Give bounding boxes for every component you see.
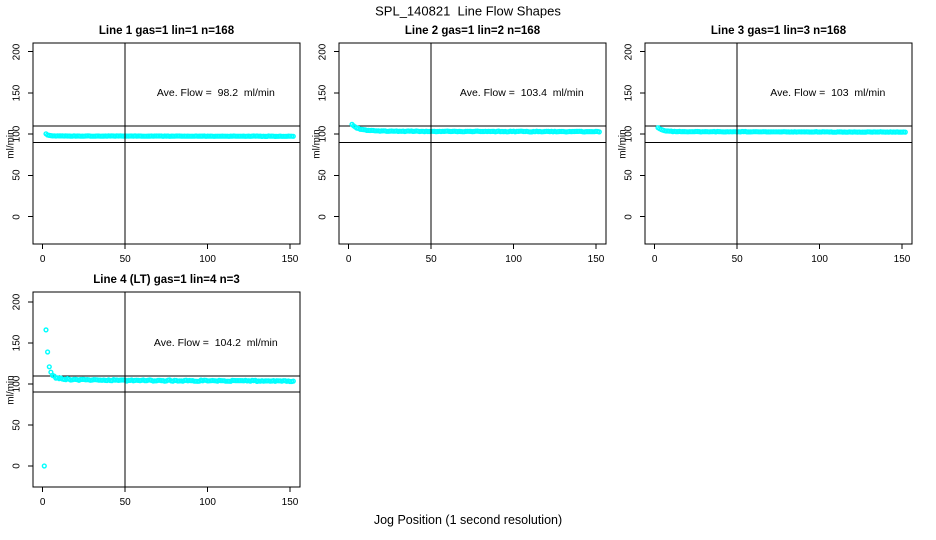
x-axis-label: Jog Position (1 second resolution) (373, 513, 563, 527)
y-tick-label: 0 (317, 213, 329, 220)
data-point (596, 129, 602, 135)
y-tick-label: 150 (11, 84, 23, 102)
panel-title: Line 2 gas=1 lin=2 n=168 (404, 25, 541, 37)
x-tick-label: 0 (651, 254, 658, 265)
y-tick-label: 0 (11, 213, 23, 220)
y-tick-label: 50 (11, 169, 23, 181)
data-points (349, 121, 602, 135)
panel-title: Line 4 (LT) gas=1 lin=4 n=3 (93, 274, 240, 286)
y-tick-label: 200 (11, 43, 23, 61)
x-tick-label: 50 (119, 254, 131, 265)
x-tick-label: 150 (281, 497, 299, 508)
x-tick-label: 50 (425, 254, 437, 265)
ave-flow-annotation: Ave. Flow = 103 ml/min (770, 86, 886, 99)
y-tick-label: 200 (623, 43, 635, 61)
x-tick-label: 100 (811, 254, 828, 265)
y-tick-label: 200 (317, 43, 329, 61)
y-tick-label: 0 (623, 213, 635, 220)
x-tick-label: 0 (39, 254, 46, 265)
y-tick-label: 50 (623, 169, 635, 181)
x-tick-label: 150 (281, 254, 299, 265)
data-point (46, 364, 52, 370)
x-tick-label: 0 (345, 254, 352, 265)
plot-box (32, 291, 301, 488)
data-point (45, 349, 51, 355)
plot-area (334, 42, 607, 249)
data-point (41, 463, 47, 469)
y-tick-label: 0 (11, 463, 23, 469)
plot-area (640, 42, 913, 249)
x-tick-label: 100 (199, 254, 216, 265)
y-axis-label: ml/min (5, 374, 17, 405)
y-tick-label: 150 (317, 84, 329, 102)
data-point (43, 327, 49, 333)
panel-title: Line 3 gas=1 lin=3 n=168 (710, 25, 847, 37)
x-tick-label: 50 (119, 497, 131, 508)
data-point (902, 129, 908, 135)
data-point (290, 378, 296, 384)
y-tick-label: 150 (11, 334, 23, 352)
y-tick-label: 50 (11, 419, 23, 431)
plot-area (28, 291, 301, 492)
plot-box (338, 42, 607, 245)
y-tick-label: 200 (11, 293, 23, 311)
y-axis-label: ml/min (5, 128, 17, 159)
plot-box (32, 42, 301, 245)
x-tick-label: 100 (199, 497, 216, 508)
ave-flow-annotation: Ave. Flow = 103.4 ml/min (459, 86, 584, 99)
x-tick-label: 150 (587, 254, 605, 265)
y-axis-label: ml/min (311, 128, 323, 159)
x-tick-label: 150 (893, 254, 911, 265)
main-title: SPL_140821 Line Flow Shapes (375, 3, 561, 19)
x-tick-label: 50 (731, 254, 743, 265)
ave-flow-annotation: Ave. Flow = 98.2 ml/min (156, 86, 275, 99)
panel-title: Line 1 gas=1 lin=1 n=168 (98, 25, 235, 37)
data-points (41, 327, 296, 469)
data-point (290, 133, 296, 139)
data-points (43, 131, 296, 139)
data-points (655, 125, 908, 135)
plot-box (644, 42, 913, 245)
x-tick-label: 100 (505, 254, 522, 265)
plot-area (28, 42, 301, 249)
y-axis-label: ml/min (617, 128, 629, 159)
y-tick-label: 50 (317, 169, 329, 181)
y-tick-label: 150 (623, 84, 635, 102)
x-tick-label: 0 (39, 497, 46, 508)
ave-flow-annotation: Ave. Flow = 104.2 ml/min (153, 337, 278, 349)
